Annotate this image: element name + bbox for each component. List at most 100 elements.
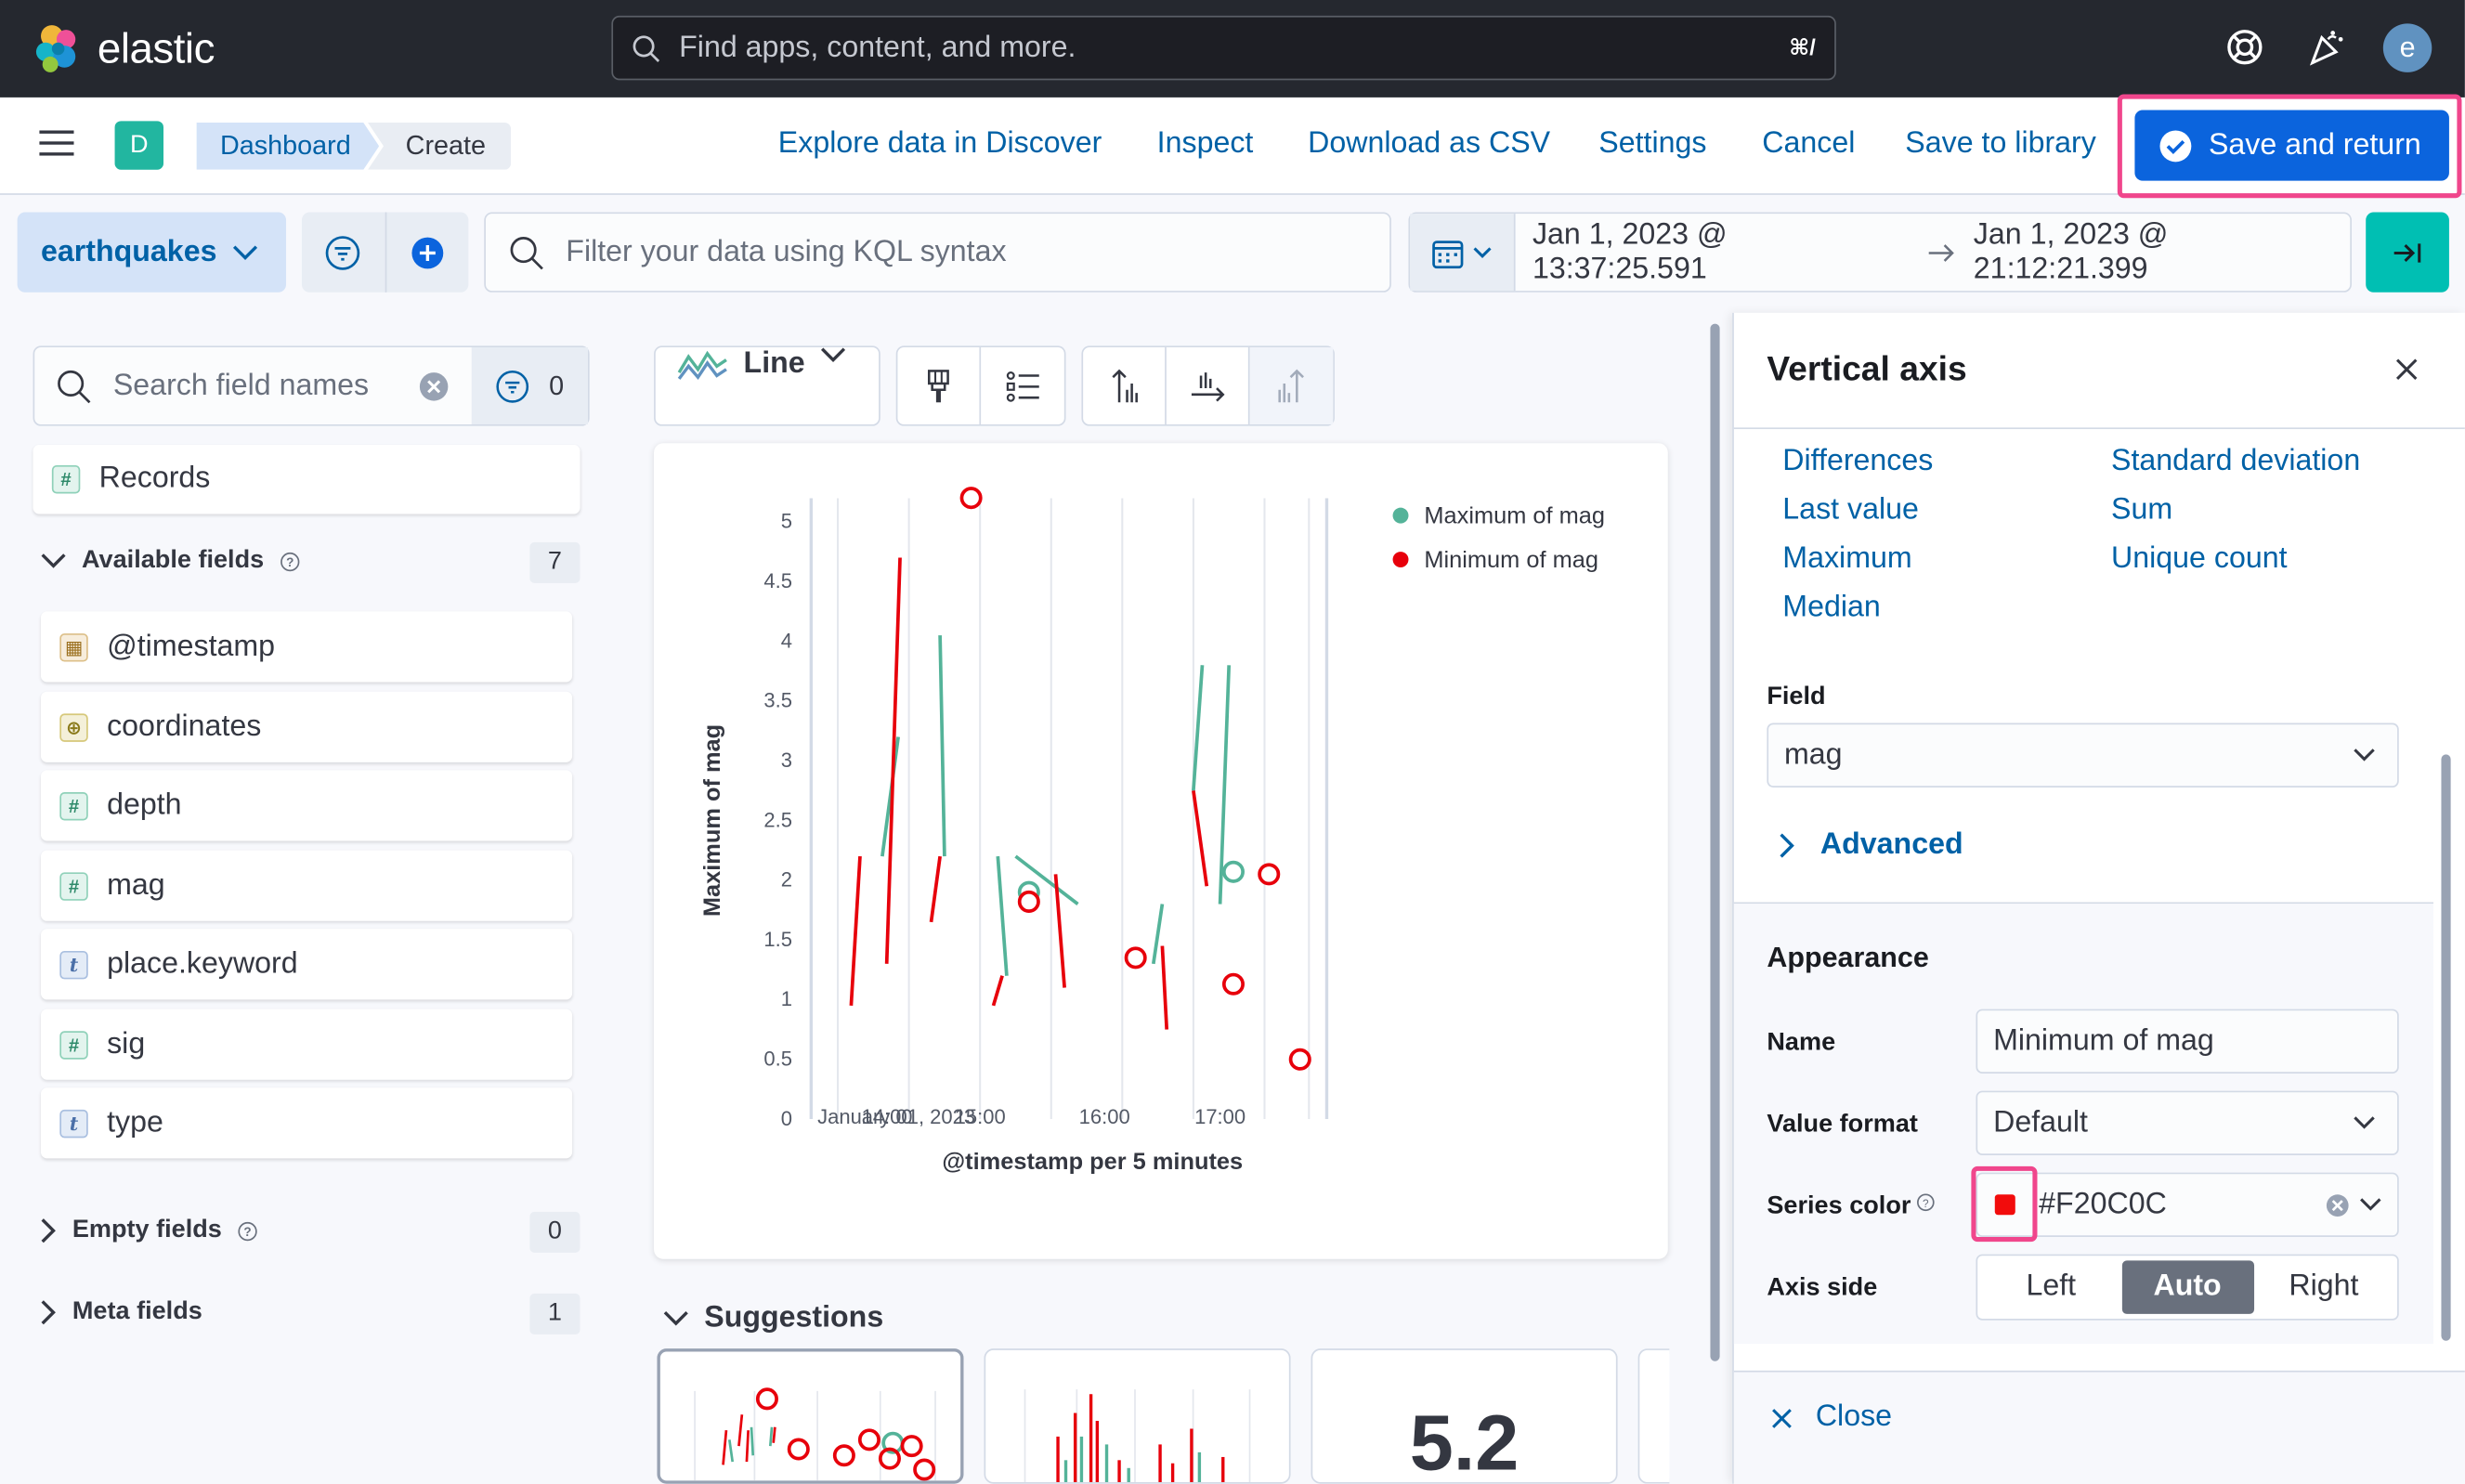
globe-icon: ⊕ [59, 712, 88, 742]
suggestions-toggle[interactable]: Suggestions [663, 1301, 883, 1335]
min-series-line [849, 855, 862, 1006]
empty-fields-toggle[interactable]: Empty fields ? [41, 1217, 258, 1244]
clear-icon[interactable] [2325, 1192, 2350, 1217]
available-fields-toggle[interactable]: Available fields ? [41, 547, 300, 575]
elastic-logo[interactable]: elastic [32, 22, 215, 76]
min-series-point [959, 487, 983, 510]
add-filter-button[interactable] [386, 212, 469, 292]
color-swatch[interactable] [1977, 1194, 2031, 1216]
date-start[interactable]: Jan 1, 2023 @ 13:37:25.591 [1532, 217, 1728, 286]
visual-options-button[interactable] [897, 347, 982, 424]
legend-button[interactable] [981, 347, 1064, 424]
field-item-mag[interactable]: # mag [41, 850, 573, 921]
news-feed-icon[interactable] [2304, 25, 2348, 69]
function-sum[interactable]: Sum [2111, 493, 2173, 527]
field-item-place-keyword[interactable]: t place.keyword [41, 929, 573, 1000]
menu-icon[interactable] [39, 129, 74, 157]
filter-icon [496, 370, 529, 402]
chart-type-switcher[interactable]: Line [654, 345, 880, 426]
global-search-input[interactable]: Find apps, content, and more. ⌘/ [611, 15, 1836, 81]
inspect-link[interactable]: Inspect [1156, 127, 1254, 161]
date-end[interactable]: Jan 1, 2023 @ 21:12:21.399 [1973, 217, 2169, 286]
flyout-scrollbar[interactable] [2441, 754, 2451, 1341]
kql-search-input[interactable]: Filter your data using KQL syntax [484, 212, 1391, 293]
flyout-close-button[interactable]: Close [1770, 1400, 1892, 1435]
cancel-link[interactable]: Cancel [1762, 127, 1856, 161]
chevron-down-icon [821, 347, 846, 362]
chart-type-label: Line [743, 347, 805, 381]
refresh-button[interactable] [2366, 212, 2449, 293]
brand-name: elastic [97, 24, 215, 72]
workspace-scrollbar[interactable] [1710, 323, 1720, 1361]
user-avatar[interactable]: e [2382, 23, 2432, 72]
quick-date-button[interactable] [1410, 214, 1516, 292]
min-series-point [1221, 972, 1245, 996]
y-tick-label: 1.5 [763, 928, 792, 951]
data-view-picker[interactable]: earthquakes [17, 212, 287, 293]
function-median[interactable]: Median [1782, 591, 1881, 624]
line-chart[interactable]: 0 0.5 1 1.5 2 2.5 3 3.5 4 4.5 5 January 01, 202314:… [654, 443, 1668, 1258]
suggestion-card-partial[interactable] [1637, 1348, 1670, 1484]
function-unique-count[interactable]: Unique count [2111, 541, 2288, 576]
search-icon [58, 370, 91, 403]
bottom-axis-button[interactable] [1167, 347, 1250, 424]
function-maximum[interactable]: Maximum [1782, 541, 1912, 576]
min-series-line [1160, 945, 1169, 1030]
axis-side-left[interactable]: Left [2026, 1269, 2077, 1304]
explore-discover-link[interactable]: Explore data in Discover [777, 127, 1102, 161]
field-item-sig[interactable]: # sig [41, 1009, 573, 1080]
function-last-value[interactable]: Last value [1782, 493, 1919, 527]
field-select[interactable]: mag [1767, 722, 2399, 788]
axis-group [1081, 345, 1335, 426]
x-tick-label: 15:00 [955, 1105, 1006, 1128]
field-item-timestamp[interactable]: ▦ @timestamp [41, 611, 573, 683]
settings-link[interactable]: Settings [1598, 127, 1707, 161]
save-to-library-link[interactable]: Save to library [1905, 127, 2096, 161]
advanced-toggle[interactable]: Advanced [1780, 828, 1963, 863]
min-series-line [1192, 790, 1209, 887]
clear-icon[interactable] [418, 371, 450, 402]
suggestion-card-bar[interactable] [984, 1348, 1291, 1484]
x-tick-label: January 01, 2023 [817, 1105, 975, 1128]
help-icon[interactable] [2223, 25, 2266, 69]
axis-side-right[interactable]: Right [2289, 1269, 2359, 1304]
number-type-icon: # [59, 1030, 88, 1059]
space-badge[interactable]: D [114, 121, 164, 170]
close-icon[interactable] [2394, 357, 2419, 382]
highlight-color-swatch [1971, 1165, 2038, 1243]
field-search-input[interactable]: Search field names 0 [33, 345, 590, 426]
suggestion-card-metric[interactable]: 5.2 [1311, 1348, 1618, 1484]
breadcrumb-create: Create [368, 123, 512, 170]
calendar-icon [1432, 240, 1464, 268]
field-item-label: place.keyword [107, 946, 298, 981]
suggestion-card-line[interactable] [657, 1348, 964, 1484]
value-format-select[interactable]: Default [1976, 1090, 2399, 1155]
series-name-input[interactable]: Minimum of mag [1976, 1009, 2399, 1074]
plus-circle-icon [411, 236, 443, 268]
search-icon [633, 34, 660, 62]
series-name-value: Minimum of mag [1993, 1023, 2214, 1058]
download-csv-link[interactable]: Download as CSV [1308, 127, 1551, 161]
function-differences[interactable]: Differences [1782, 444, 1934, 478]
left-axis-icon [1112, 368, 1138, 402]
field-item-depth[interactable]: # depth [41, 770, 573, 841]
records-field[interactable]: # Records [33, 444, 580, 514]
meta-fields-toggle[interactable]: Meta fields [41, 1298, 202, 1326]
left-axis-button[interactable] [1083, 347, 1167, 424]
y-tick-label: 3.5 [763, 689, 792, 712]
min-series-point [1124, 946, 1147, 970]
filter-menu-button[interactable] [302, 212, 386, 293]
series-color-picker[interactable]: #F20C0C [1976, 1172, 2399, 1237]
top-header: elastic Find apps, content, and more. ⌘/… [0, 0, 2465, 98]
axis-side-auto[interactable]: Auto [2121, 1260, 2254, 1314]
flyout-title: Vertical axis [1767, 348, 1967, 389]
field-filter-button[interactable]: 0 [471, 347, 588, 424]
field-item-coordinates[interactable]: ⊕ coordinates [41, 691, 573, 762]
save-and-return-button[interactable]: Save and return [2134, 110, 2449, 181]
filter-icon [326, 235, 360, 269]
suggestion-line-thumbnail [694, 1387, 936, 1481]
breadcrumb-dashboard[interactable]: Dashboard [197, 123, 380, 170]
field-item-type[interactable]: t type [41, 1087, 573, 1159]
min-series-line [884, 557, 902, 964]
function-standard-deviation[interactable]: Standard deviation [2111, 444, 2361, 478]
